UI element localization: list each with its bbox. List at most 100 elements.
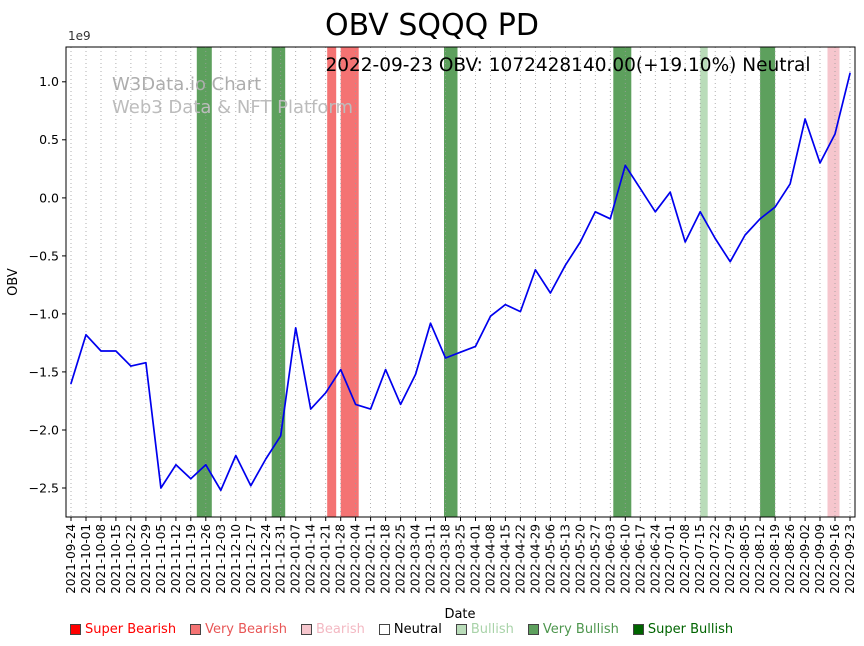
x-tick-label: 2021-12-24 bbox=[259, 524, 273, 594]
legend-item-super-bearish: Super Bearish bbox=[70, 622, 176, 637]
legend-swatch-super-bearish bbox=[70, 623, 81, 635]
band-very-bullish bbox=[613, 47, 632, 517]
y-axis-title: OBV bbox=[6, 268, 21, 296]
legend-label: Super Bullish bbox=[647, 621, 734, 637]
x-tick-label: 2022-07-08 bbox=[678, 524, 692, 594]
x-tick-label: 2022-03-25 bbox=[454, 524, 468, 594]
legend-swatch-bearish bbox=[300, 623, 312, 635]
y-tick-label: 0.5 bbox=[39, 132, 59, 147]
x-axis-title: Date bbox=[444, 607, 475, 622]
legend-swatch-super-bullish bbox=[632, 623, 644, 635]
legend-swatch-bullish bbox=[455, 623, 467, 635]
legend-item-very-bullish: Very Bullish bbox=[527, 621, 619, 637]
x-tick-label: 2022-08-19 bbox=[768, 524, 782, 594]
x-tick-label: 2022-08-26 bbox=[783, 524, 797, 594]
x-tick-label: 2021-12-17 bbox=[244, 524, 258, 594]
y-tick-label: 1.0 bbox=[39, 74, 59, 89]
x-tick-label: 2022-07-22 bbox=[708, 524, 722, 594]
y-axis-offset-label: 1e9 bbox=[68, 29, 91, 43]
x-tick-label: 2022-04-01 bbox=[469, 524, 483, 594]
x-tick-label: 2022-05-06 bbox=[543, 524, 557, 594]
x-tick-label: 2022-04-29 bbox=[528, 524, 542, 594]
x-tick-label: 2022-02-04 bbox=[349, 524, 363, 594]
band-very-bullish bbox=[271, 47, 286, 517]
x-tick-label: 2022-01-28 bbox=[334, 524, 348, 594]
y-tick-label: −2.5 bbox=[29, 480, 59, 495]
x-tick-label: 2022-09-16 bbox=[828, 524, 842, 594]
x-tick-label: 2021-10-08 bbox=[94, 524, 108, 594]
legend-item-bearish: Bearish bbox=[300, 621, 365, 637]
page-title: OBV SQQQ PD bbox=[325, 8, 539, 43]
x-tick-label: 2022-05-27 bbox=[588, 524, 602, 594]
x-tick-label: 2022-06-10 bbox=[618, 524, 632, 594]
x-tick-label: 2022-03-11 bbox=[424, 524, 438, 594]
x-tick-label: 2021-12-31 bbox=[274, 524, 288, 594]
x-tick-label: 2021-12-03 bbox=[214, 524, 228, 594]
x-tick-label: 2022-01-07 bbox=[289, 524, 303, 594]
x-tick-label: 2021-11-19 bbox=[184, 524, 198, 594]
legend-swatch-very-bearish bbox=[190, 623, 202, 635]
x-tick-label: 2021-11-26 bbox=[199, 524, 213, 594]
x-tick-label: 2021-10-22 bbox=[124, 524, 138, 594]
x-tick-label: 2022-09-02 bbox=[798, 524, 812, 594]
legend-item-super-bullish: Super Bullish bbox=[632, 621, 734, 637]
x-tick-label: 2021-10-15 bbox=[109, 524, 123, 594]
latest-value-annotation: 2022-09-23 OBV: 1072428140.00(+19.10%) N… bbox=[325, 55, 810, 76]
x-tick-label: 2021-12-10 bbox=[229, 524, 243, 594]
x-tick-label: 2022-02-25 bbox=[394, 524, 408, 594]
legend-label: Very Bullish bbox=[542, 621, 619, 637]
x-tick-label: 2022-04-08 bbox=[484, 524, 498, 594]
x-tick-label: 2022-03-04 bbox=[409, 524, 423, 594]
x-tick-label: 2022-06-24 bbox=[648, 524, 662, 594]
x-tick-label: 2022-03-18 bbox=[439, 524, 453, 594]
legend: Super Bearish Very Bearish Bearish Neutral B… bbox=[70, 619, 733, 639]
legend-swatch-neutral bbox=[378, 623, 390, 635]
legend-label: Super Bearish bbox=[85, 621, 177, 637]
x-tick-label: 2021-10-01 bbox=[79, 524, 93, 594]
x-tick-label: 2022-08-12 bbox=[753, 524, 767, 594]
band-very-bullish bbox=[444, 47, 458, 517]
legend-swatch-very-bullish bbox=[527, 623, 539, 635]
watermark-line2: Web3 Data & NFT Platform bbox=[112, 97, 353, 118]
legend-label: Very Bearish bbox=[205, 621, 287, 637]
x-tick-label: 2022-07-01 bbox=[663, 524, 677, 594]
x-tick-label: 2022-05-13 bbox=[558, 524, 572, 594]
y-tick-label: −1.0 bbox=[29, 306, 59, 321]
x-tick-label: 2022-09-23 bbox=[843, 524, 857, 594]
y-tick-label: −2.0 bbox=[29, 422, 59, 437]
legend-label: Bullish bbox=[470, 621, 514, 637]
y-tick-label: −1.5 bbox=[29, 364, 59, 379]
x-tick-label: 2022-08-05 bbox=[738, 524, 752, 594]
band-bullish bbox=[700, 47, 708, 517]
y-tick-label: 0.0 bbox=[39, 190, 59, 205]
legend-label: Bearish bbox=[315, 621, 365, 637]
x-tick-label: 2022-01-21 bbox=[319, 524, 333, 594]
band-very-bearish bbox=[327, 47, 337, 517]
x-tick-label: 2021-09-24 bbox=[64, 524, 78, 594]
obv-line-series bbox=[70, 72, 851, 492]
x-tick-label: 2022-09-09 bbox=[813, 524, 827, 594]
x-tick-label: 2022-01-14 bbox=[304, 524, 318, 594]
x-tick-label: 2022-02-18 bbox=[379, 524, 393, 594]
legend-item-bullish: Bullish bbox=[455, 621, 514, 637]
band-very-bullish bbox=[196, 47, 212, 517]
legend-item-very-bearish: Very Bearish bbox=[190, 622, 287, 637]
band-bearish bbox=[827, 47, 840, 517]
x-tick-label: 2021-11-05 bbox=[154, 524, 168, 594]
x-tick-label: 2022-07-15 bbox=[693, 524, 707, 594]
obv-line bbox=[70, 72, 851, 492]
x-tick-label: 2022-06-17 bbox=[633, 524, 647, 594]
x-tick-label: 2021-10-29 bbox=[139, 524, 153, 594]
x-tick-label: 2022-05-20 bbox=[573, 524, 587, 594]
x-tick-label: 2022-02-11 bbox=[364, 524, 378, 594]
legend-item-neutral: Neutral bbox=[378, 621, 442, 637]
y-tick-label: −0.5 bbox=[29, 248, 59, 263]
x-tick-label: 2022-04-22 bbox=[513, 524, 527, 594]
x-tick-label: 2022-04-15 bbox=[498, 524, 512, 594]
x-tick-label: 2022-06-03 bbox=[603, 524, 617, 594]
legend-label: Neutral bbox=[393, 621, 442, 637]
band-very-bullish bbox=[760, 47, 776, 517]
